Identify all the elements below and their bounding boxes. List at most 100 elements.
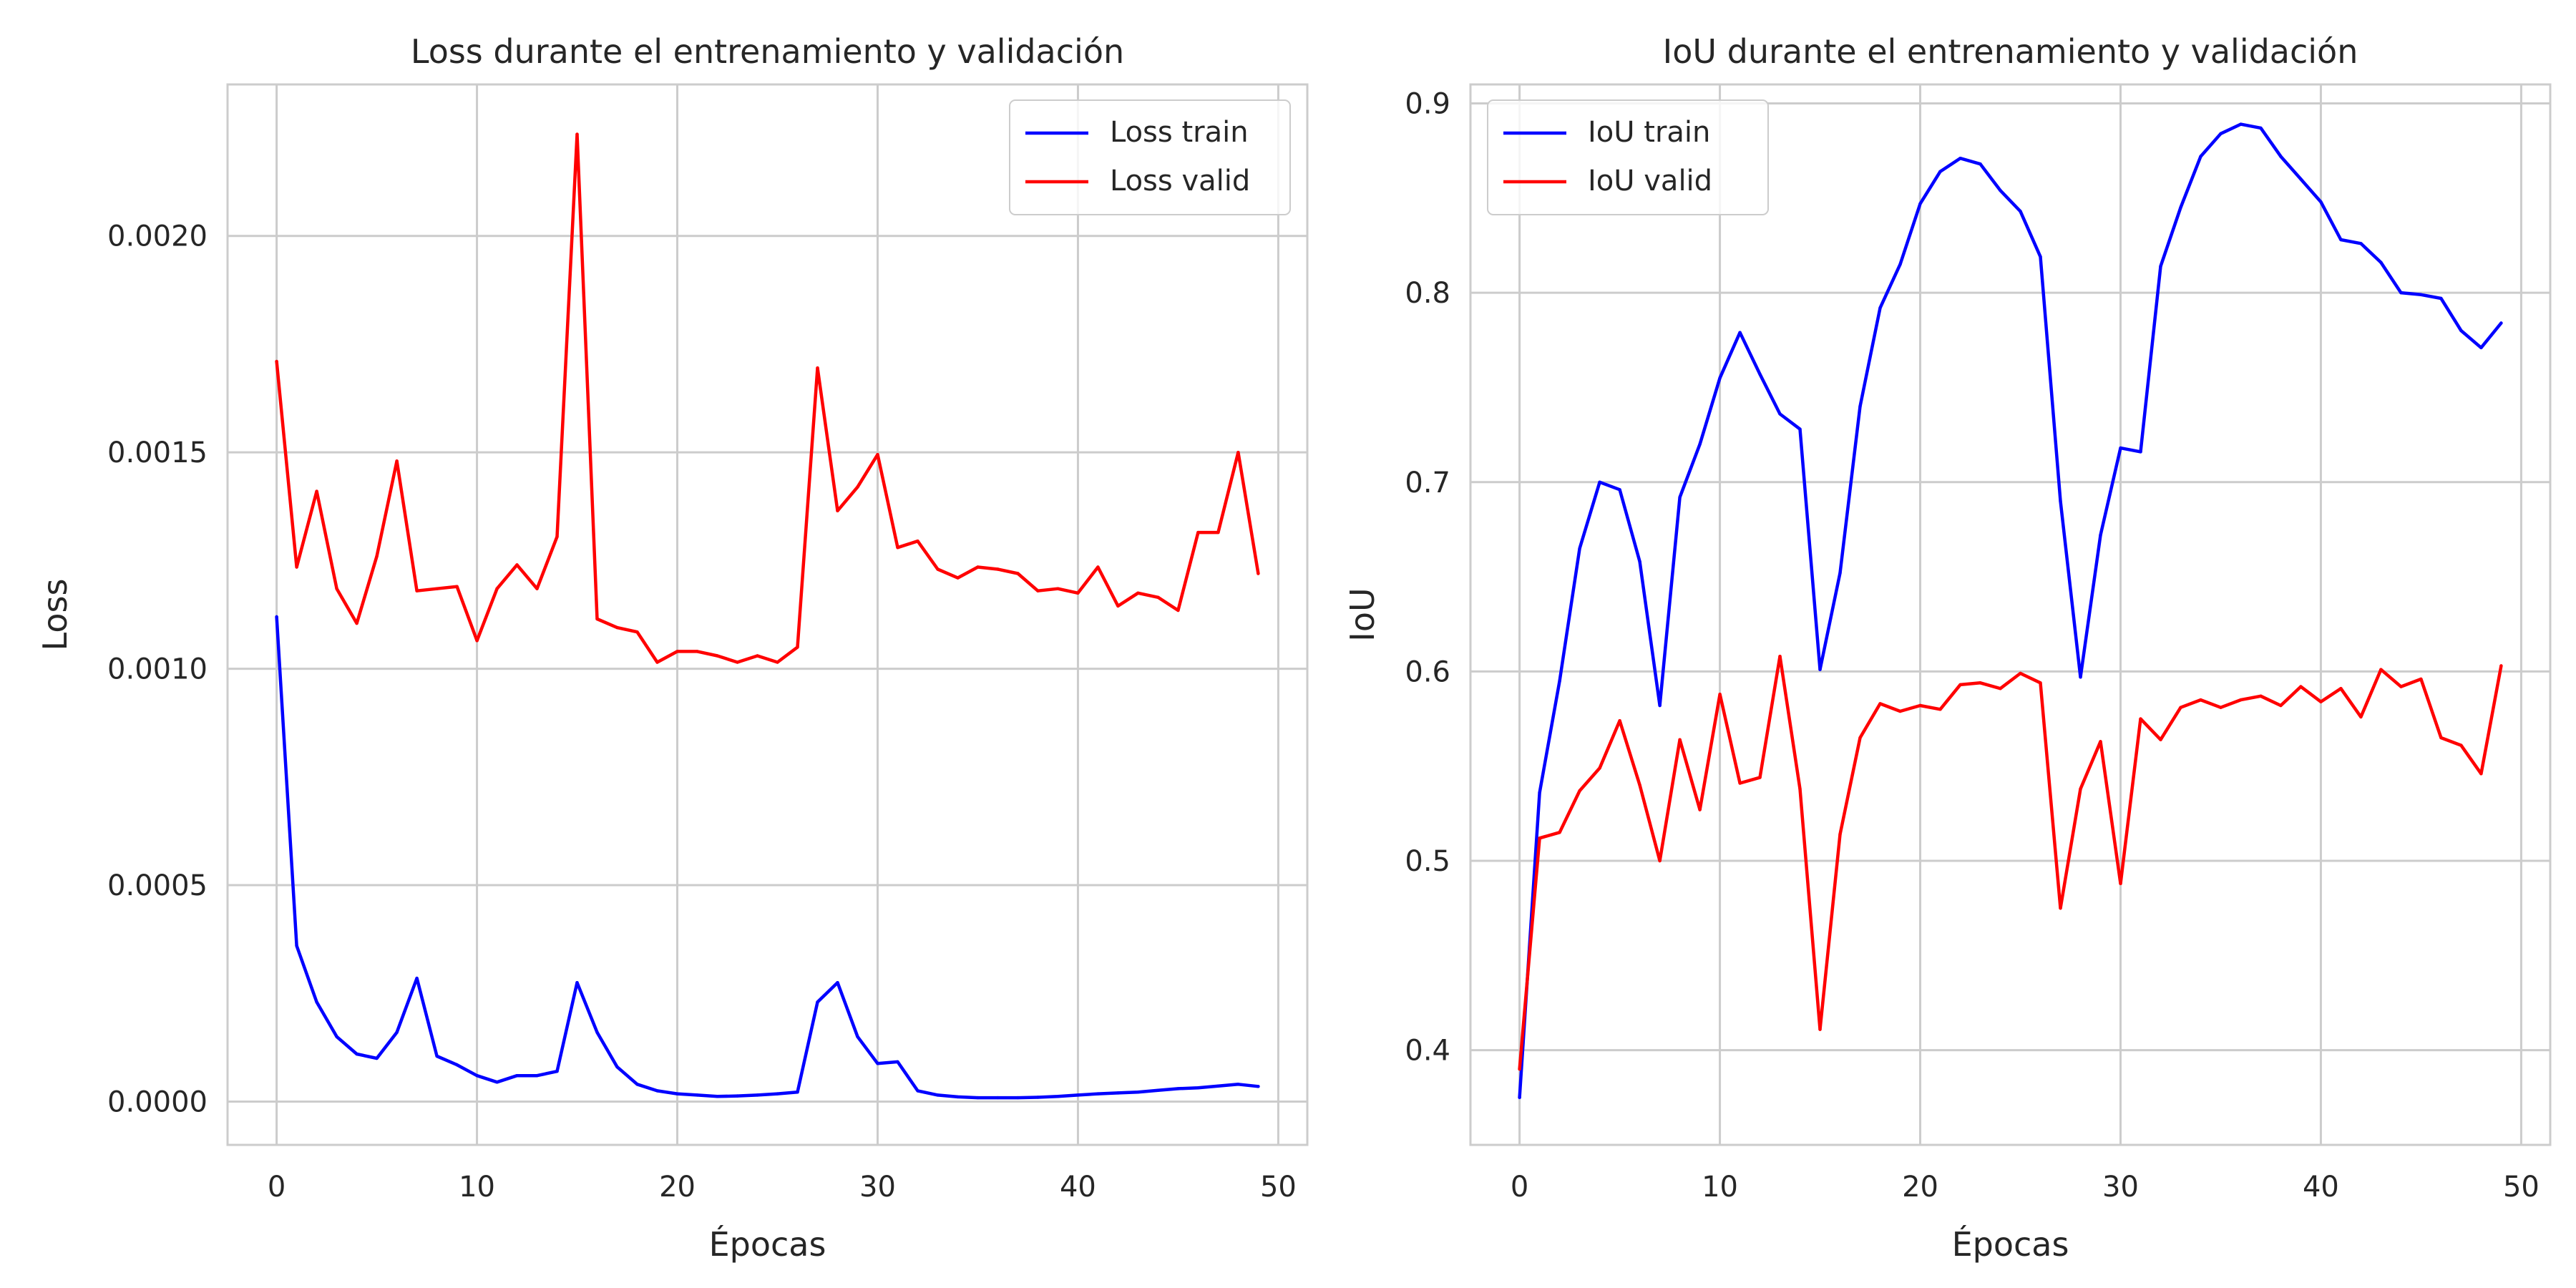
iou-series-1-point-1 (1538, 836, 1541, 840)
loss-series-0-point-49 (1257, 1085, 1260, 1088)
loss-series-1-point-43 (1136, 591, 1140, 595)
iou-series-0-point-47 (2459, 328, 2463, 333)
loss-series-1-point-34 (956, 576, 960, 580)
loss-series-1-point-41 (1096, 565, 1100, 569)
iou-xtick-label-1: 10 (1702, 1171, 1738, 1204)
iou-series-1-point-42 (2359, 715, 2363, 719)
loss-series-1-point-49 (1257, 572, 1260, 575)
loss-series-0-point-45 (1176, 1087, 1180, 1091)
iou-xtick-label-2: 20 (1902, 1171, 1938, 1204)
iou-xtick-label-3: 30 (2102, 1171, 2139, 1204)
iou-series-1-point-5 (1618, 719, 1621, 723)
iou-series-0-point-28 (2079, 675, 2082, 679)
iou-series-1-point-49 (2499, 664, 2503, 668)
loss-series-1-point-20 (675, 650, 679, 653)
loss-series-0-point-10 (475, 1074, 479, 1078)
iou-series-line-1 (1518, 654, 2503, 1071)
iou-series-0-point-16 (1838, 571, 1842, 575)
iou-series-0-point-45 (2419, 293, 2423, 296)
loss-series-0-point-47 (1216, 1084, 1220, 1088)
loss-xtick-label-1: 10 (459, 1171, 495, 1204)
loss-series-1-point-36 (996, 567, 1000, 571)
iou-series-1-point-32 (2159, 738, 2162, 741)
iou-ytick-label-0: 0.4 (1405, 1035, 1450, 1068)
loss-series-0-point-35 (976, 1096, 980, 1100)
iou-series-0-point-42 (2359, 242, 2363, 245)
loss-series-0-point-8 (435, 1054, 439, 1058)
loss-series-1-point-40 (1076, 591, 1080, 595)
iou-series-1-point-15 (1818, 1028, 1822, 1031)
iou-series-1-point-36 (2239, 698, 2243, 702)
loss-series-0-point-14 (555, 1070, 559, 1073)
iou-series-1-point-25 (2019, 671, 2022, 675)
loss-series-0-point-18 (635, 1083, 639, 1086)
loss-series-1-point-27 (816, 366, 819, 370)
loss-xtick-label-4: 40 (1060, 1171, 1096, 1204)
iou-series-0-point-34 (2199, 155, 2202, 158)
loss-series-1-point-16 (595, 617, 599, 621)
loss-xtick-label-3: 30 (859, 1171, 896, 1204)
loss-series-0-point-25 (776, 1092, 779, 1096)
loss-series-1-point-3 (335, 587, 338, 590)
loss-series-1-point-29 (856, 485, 859, 489)
loss-legend-box (1009, 99, 1291, 215)
iou-series-0-point-0 (1518, 1096, 1521, 1100)
iou-series-0-point-9 (1698, 442, 1702, 446)
iou-series-1-point-37 (2259, 694, 2263, 698)
iou-legend: IoU train IoU valid (1487, 99, 1769, 215)
loss-ytick-label-1: 0.0005 (107, 869, 208, 902)
iou-series-0-point-31 (2139, 450, 2142, 454)
loss-series-0-point-41 (1096, 1092, 1100, 1096)
loss-series-1-point-9 (455, 585, 459, 588)
loss-series-1-point-0 (275, 359, 278, 364)
loss-series-0-point-1 (295, 944, 298, 947)
loss-series-0-point-11 (495, 1080, 499, 1084)
loss-series-1-point-31 (896, 546, 899, 550)
loss-series-0-point-33 (936, 1093, 940, 1097)
iou-series-0-point-38 (2279, 155, 2283, 158)
iou-series-1-point-21 (1938, 708, 1942, 711)
loss-y-axis-label: Loss (36, 579, 74, 651)
iou-series-1-point-31 (2139, 717, 2142, 721)
loss-plot-frame (226, 83, 1309, 1146)
iou-xtick-label-4: 40 (2303, 1171, 2339, 1204)
loss-series-1-point-48 (1236, 451, 1240, 454)
loss-series-0-point-3 (335, 1035, 338, 1039)
loss-legend: Loss train Loss valid (1009, 99, 1291, 215)
loss-series-1-point-7 (415, 589, 419, 592)
loss-series-1-point-25 (776, 660, 779, 664)
iou-series-1-point-34 (2199, 698, 2202, 702)
iou-series-1-point-26 (2039, 681, 2042, 685)
loss-series-0-point-26 (796, 1091, 799, 1094)
loss-series-1-point-42 (1116, 604, 1120, 608)
iou-series-1-point-4 (1598, 766, 1601, 770)
loss-series-0-point-24 (756, 1093, 759, 1097)
iou-series-1-point-8 (1678, 738, 1682, 741)
loss-series-1-point-17 (615, 625, 619, 630)
iou-series-1-point-16 (1838, 832, 1842, 836)
loss-chart: 0 10 20 30 40 50 0.0000 0.0005 0.0010 0.0015 0.002… (36, 32, 1309, 1264)
loss-series-0-point-32 (916, 1089, 919, 1093)
iou-series-0-point-36 (2239, 122, 2243, 126)
loss-series-1-point-19 (655, 660, 659, 664)
loss-legend-label-1: Loss valid (1110, 165, 1250, 197)
loss-series-0-point-17 (615, 1065, 619, 1069)
iou-series-1-point-47 (2459, 743, 2463, 747)
iou-series-1-point-33 (2179, 706, 2182, 709)
iou-series-1-point-44 (2399, 685, 2403, 688)
iou-series-1-point-43 (2379, 668, 2383, 671)
iou-series-1-point-30 (2119, 882, 2122, 886)
loss-ytick-label-0: 0.0000 (107, 1086, 208, 1119)
loss-series-1-point-30 (876, 453, 879, 457)
iou-series-0-point-5 (1618, 488, 1621, 492)
loss-series-1-point-11 (495, 587, 499, 590)
iou-series-0-point-19 (1898, 263, 1902, 266)
iou-series-0-point-24 (1999, 189, 2002, 192)
iou-series-1-point-48 (2479, 772, 2483, 776)
loss-series-0-point-29 (856, 1035, 859, 1039)
loss-series-1-point-26 (796, 645, 799, 649)
loss-series-1-point-32 (916, 540, 919, 543)
loss-series-0-point-5 (375, 1056, 379, 1060)
iou-series-0-point-14 (1798, 427, 1802, 431)
loss-series-1-point-45 (1176, 608, 1180, 613)
